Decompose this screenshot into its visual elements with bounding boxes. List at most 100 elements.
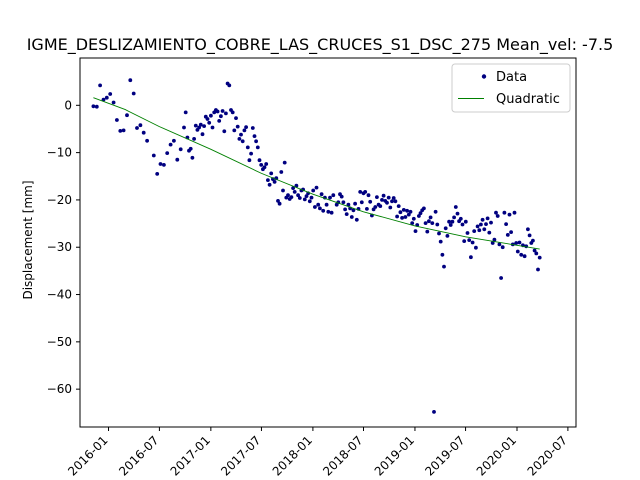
data-point	[438, 239, 443, 244]
data-point	[98, 83, 102, 88]
data-point	[452, 215, 456, 220]
y-tick-label: −10	[47, 146, 72, 160]
y-axis-label: Displacement [mm]	[21, 180, 35, 299]
data-point	[517, 240, 522, 245]
data-point	[440, 252, 445, 257]
data-point	[381, 193, 386, 198]
quadratic-fit-line	[93, 97, 540, 250]
data-point	[378, 204, 383, 209]
data-point	[128, 78, 133, 83]
data-point	[245, 145, 250, 150]
data-point	[259, 163, 264, 167]
data-point	[307, 199, 312, 204]
data-point	[390, 199, 394, 204]
data-point	[479, 222, 483, 227]
data-point	[359, 200, 364, 205]
data-point	[193, 123, 198, 128]
data-point	[269, 171, 274, 176]
data-point	[445, 234, 450, 238]
data-point	[492, 237, 497, 242]
data-point	[145, 138, 150, 143]
data-point	[151, 153, 156, 158]
chart-title: IGME_DESLIZAMIENTO_COBRE_LAS_CRUCES_S1_D…	[27, 35, 614, 55]
data-point	[292, 190, 297, 194]
data-point	[219, 114, 223, 119]
data-point	[500, 245, 505, 250]
data-point	[178, 147, 183, 152]
data-point	[257, 158, 262, 163]
data-point	[252, 134, 257, 139]
data-point	[339, 194, 344, 199]
data-point	[266, 178, 270, 183]
data-point	[222, 129, 227, 134]
data-point	[316, 202, 321, 207]
data-point	[331, 193, 336, 198]
data-point	[450, 219, 455, 224]
x-tick-label: 2017-07	[218, 433, 263, 478]
data-point	[396, 204, 401, 209]
data-point	[494, 210, 498, 215]
data-point	[254, 139, 258, 144]
data-point	[210, 125, 215, 130]
data-point	[108, 92, 113, 96]
data-point	[484, 222, 488, 227]
data-point	[391, 196, 396, 200]
data-point	[321, 208, 326, 213]
x-tick-label: 2018-07	[320, 433, 365, 478]
data-point	[158, 162, 163, 166]
data-point	[304, 194, 309, 199]
x-tick-label: 2016-01	[65, 433, 110, 478]
data-point	[495, 214, 500, 218]
data-point	[442, 264, 446, 269]
data-point	[349, 215, 354, 219]
data-point	[401, 208, 406, 212]
data-point	[244, 125, 249, 129]
data-point	[536, 267, 540, 272]
data-point	[358, 190, 363, 194]
data-point	[286, 193, 290, 198]
data-point	[182, 125, 186, 130]
data-point	[279, 170, 284, 174]
data-point	[485, 216, 490, 221]
data-point	[497, 242, 502, 247]
data-point	[155, 172, 160, 176]
data-point	[138, 123, 143, 128]
data-point	[463, 219, 468, 224]
data-point	[410, 221, 415, 226]
data-point	[385, 200, 389, 205]
y-tick-label: −60	[47, 382, 72, 396]
data-point	[427, 219, 431, 224]
data-point	[115, 118, 119, 122]
data-point	[272, 180, 277, 184]
legend-label-quadratic: Quadratic	[496, 92, 560, 107]
data-point	[531, 238, 535, 243]
data-point	[455, 211, 460, 216]
data-point	[477, 228, 482, 233]
data-point	[428, 215, 433, 220]
data-point	[183, 110, 188, 115]
data-point	[141, 130, 146, 135]
data-point	[165, 151, 170, 156]
data-point	[207, 120, 212, 125]
data-point	[346, 202, 351, 207]
data-point	[373, 205, 378, 209]
data-point	[408, 209, 413, 214]
x-tick-label: 2019-07	[422, 433, 467, 478]
data-point	[351, 208, 356, 213]
data-point	[255, 145, 260, 150]
data-point	[197, 125, 202, 130]
data-point	[475, 224, 480, 229]
data-point	[462, 239, 467, 244]
data-point	[172, 138, 176, 143]
plot-frame	[79, 57, 577, 428]
x-tick-label: 2018-01	[270, 433, 315, 478]
data-point	[443, 226, 448, 231]
data-point	[469, 255, 473, 260]
data-point	[534, 251, 539, 256]
data-point	[453, 205, 458, 209]
data-point	[200, 132, 205, 137]
data-point	[474, 245, 478, 250]
data-point	[366, 193, 371, 198]
data-point	[537, 255, 542, 260]
y-tick-label: 0	[64, 98, 72, 112]
